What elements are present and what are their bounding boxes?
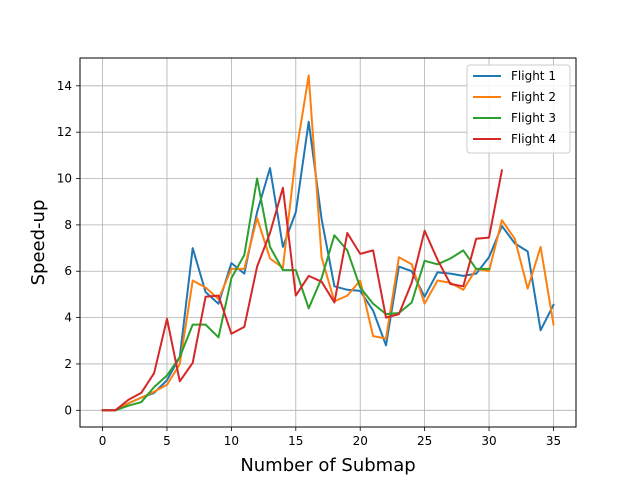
x-tick-label: 30	[481, 434, 496, 448]
x-tick-label: 20	[353, 434, 368, 448]
x-tick-label: 0	[99, 434, 107, 448]
legend-label: Flight 3	[511, 111, 556, 125]
y-tick-label: 0	[64, 403, 72, 417]
x-tick-label: 15	[288, 434, 303, 448]
x-tick-label: 5	[163, 434, 171, 448]
x-tick-label: 25	[417, 434, 432, 448]
series-line-flight-4	[101, 169, 504, 412]
series-line-flight-3	[101, 177, 490, 412]
x-tick-label: 35	[546, 434, 561, 448]
x-axis-title: Number of Submap	[240, 455, 415, 476]
x-tick-label: 10	[224, 434, 239, 448]
y-tick-label: 12	[57, 125, 72, 139]
y-tick-label: 14	[57, 79, 72, 93]
y-tick-label: 4	[64, 311, 72, 325]
y-tick-label: 6	[64, 264, 72, 278]
series-lines	[101, 74, 555, 412]
y-tick-label: 2	[64, 357, 72, 371]
legend-label: Flight 4	[511, 132, 556, 146]
legend-box	[466, 64, 571, 154]
y-tick-label: 10	[57, 172, 72, 186]
y-tick-label: 8	[64, 218, 72, 232]
y-axis-title: Speed-up	[28, 200, 49, 286]
legend-label: Flight 2	[511, 90, 556, 104]
plot-area-frame	[79, 57, 577, 428]
legend: Flight 1 Flight 2 Flight 3 Flight 4	[466, 64, 571, 154]
axis-ticks: 0 5 10 15 20 25 30 35 0 2 4 6 8 10 12 14	[57, 79, 561, 448]
legend-label: Flight 1	[511, 69, 556, 83]
